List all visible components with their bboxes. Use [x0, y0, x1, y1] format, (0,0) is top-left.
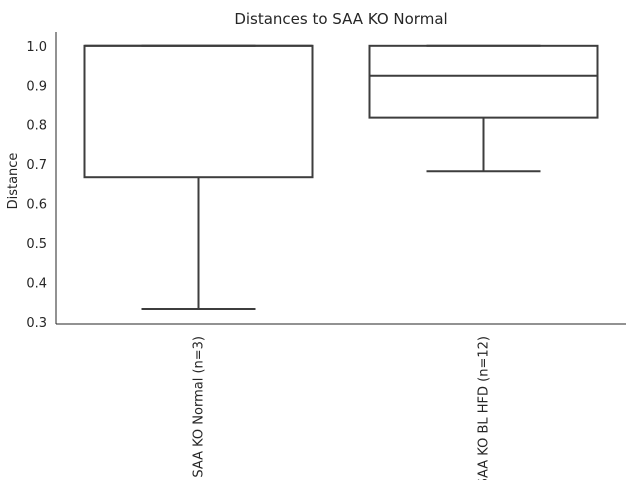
y-tick-label: 0.5	[26, 237, 47, 252]
y-tick-label: 0.7	[26, 158, 47, 173]
x-tick-label: SAA KO Normal (n=3)	[192, 336, 207, 478]
box-iqr	[83, 44, 314, 179]
chart-title: Distances to SAA KO Normal	[234, 10, 447, 28]
plot-area: 0.3 0.4 0.5 0.6 0.7 0.8 0.9 1.0 SAA KO Normal (n…	[26, 40, 599, 480]
x-tick-label: SAA KO BL HFD (n=12)	[477, 336, 492, 480]
y-tick-label: 0.8	[26, 119, 47, 134]
y-tick-label: 0.3	[26, 316, 47, 331]
y-tick-label: 0.6	[26, 198, 47, 213]
y-axis-label: Distance	[6, 153, 21, 210]
y-tick-label: 0.9	[26, 79, 47, 94]
y-tick-label: 1.0	[26, 40, 47, 55]
y-tick-label: 0.4	[26, 277, 47, 292]
box-iqr	[368, 44, 599, 119]
